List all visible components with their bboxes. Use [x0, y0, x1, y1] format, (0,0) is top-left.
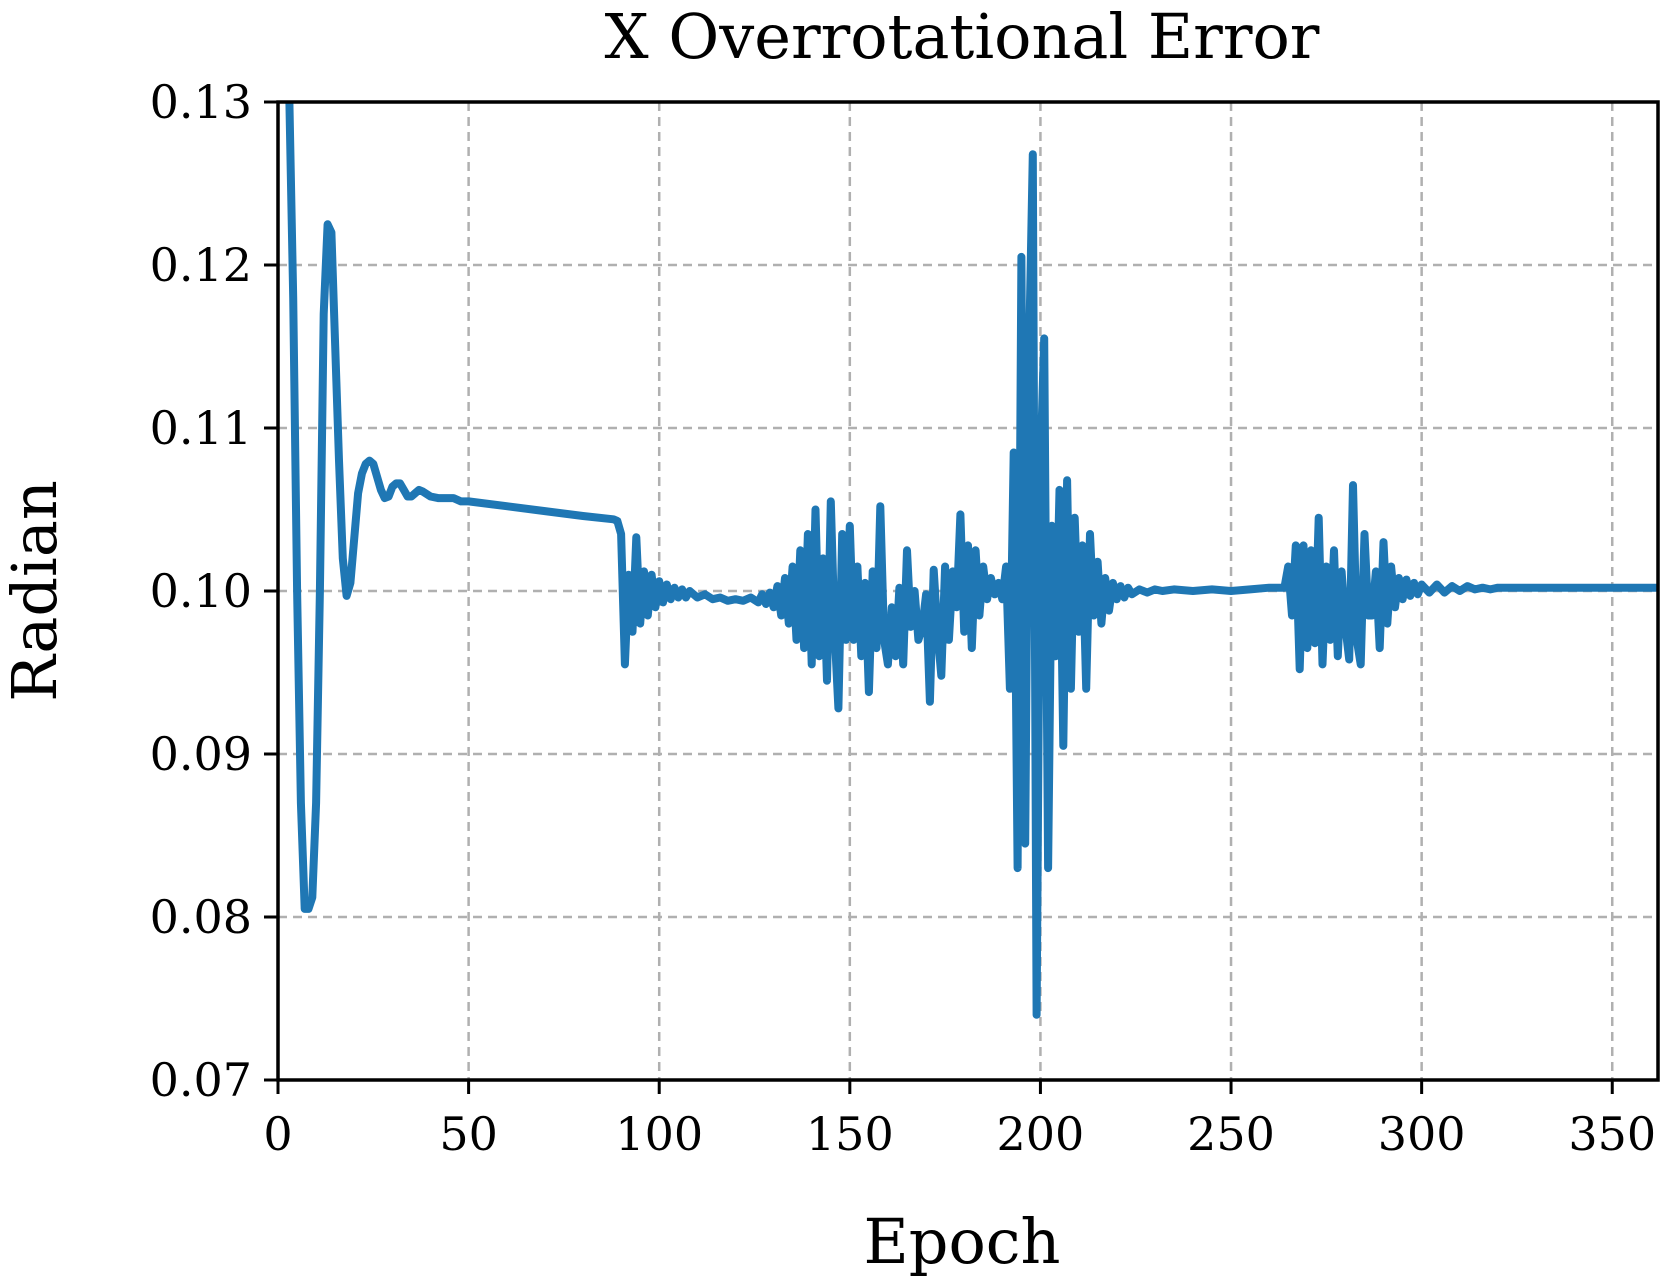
y-tick-label: 0.10 — [150, 564, 252, 618]
y-axis-label: Radian — [0, 480, 71, 701]
series-layer — [285, 102, 1658, 1019]
x-tick-label: 100 — [615, 1107, 703, 1161]
y-tick-label: 0.13 — [150, 75, 252, 129]
tick-layer: 0 50 100 150 200 250 300 350 0.07 0.08 0.09 0.10 0.1… — [150, 75, 1657, 1161]
x-tick-label: 150 — [806, 1107, 894, 1161]
x-tick-label: 0 — [263, 1107, 292, 1161]
y-tick-label: 0.08 — [150, 890, 252, 944]
x-tick-label: 250 — [1187, 1107, 1275, 1161]
x-tick-label: 350 — [1568, 1107, 1656, 1161]
x-tick-label: 50 — [439, 1107, 498, 1161]
x-tick-label: 200 — [997, 1107, 1085, 1161]
y-tick-label: 0.12 — [150, 238, 252, 292]
y-tick-label: 0.09 — [150, 727, 252, 781]
series-line — [285, 102, 1658, 1019]
x-axis-label: Epoch — [864, 1205, 1061, 1278]
y-tick-label: 0.07 — [150, 1053, 252, 1107]
chart-title: X Overrotational Error — [605, 0, 1320, 73]
y-tick-label: 0.11 — [150, 401, 252, 455]
x-tick-label: 300 — [1378, 1107, 1466, 1161]
